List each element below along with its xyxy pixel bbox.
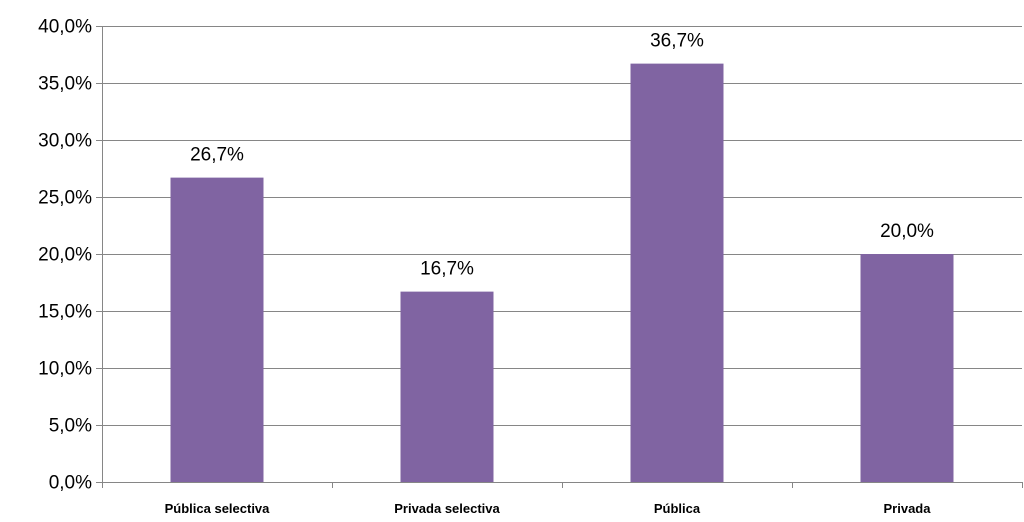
x-tick-label: Pública: [654, 501, 701, 516]
x-tick-label: Pública selectiva: [165, 501, 271, 516]
y-tick-label: 25,0%: [38, 188, 92, 209]
bar: [860, 254, 954, 482]
y-tick-label: 20,0%: [38, 245, 92, 266]
y-tick-label: 5,0%: [49, 416, 92, 437]
y-tick-label: 35,0%: [38, 74, 92, 95]
axes: [102, 26, 1023, 488]
data-labels: 26,7% 16,7% 36,7% 20,0%: [190, 31, 934, 280]
x-tick-label: Privada: [884, 501, 932, 516]
y-tick-label: 10,0%: [38, 359, 92, 380]
x-tick-label: Privada selectiva: [394, 501, 500, 516]
data-label: 20,0%: [880, 221, 934, 242]
bar: [630, 63, 724, 483]
y-tick-label: 30,0%: [38, 131, 92, 152]
y-tick-label: 15,0%: [38, 302, 92, 323]
data-label: 16,7%: [420, 259, 474, 280]
data-label: 36,7%: [650, 31, 704, 52]
x-axis-tick-labels: Pública selectiva Privada selectiva Públic…: [165, 501, 932, 516]
y-axis-tick-labels: 0,0% 5,0% 10,0% 15,0% 20,0% 25,0% 30,0% 35,0% 40…: [38, 17, 92, 494]
bar: [400, 291, 494, 482]
y-tick-label: 40,0%: [38, 17, 92, 38]
bar: [170, 177, 264, 482]
y-tick-label: 0,0%: [49, 473, 92, 494]
bars: [170, 63, 954, 483]
data-label: 26,7%: [190, 145, 244, 166]
